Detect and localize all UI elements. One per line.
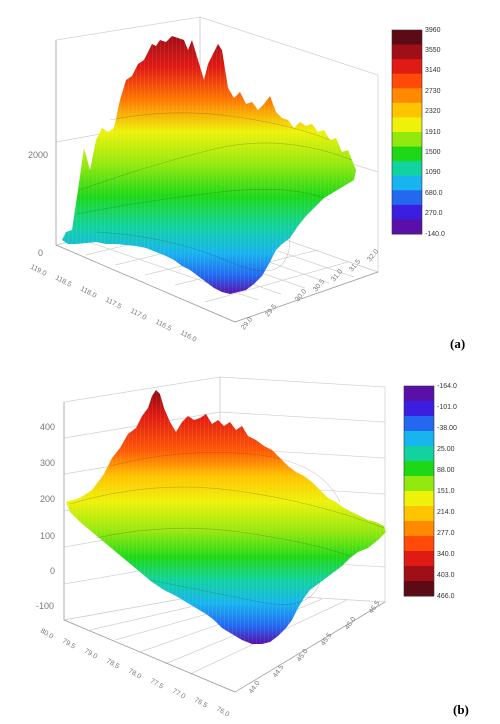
surface-b (66, 390, 386, 644)
colorbar-band (404, 401, 434, 417)
colorbar-gradient-b (404, 386, 434, 597)
colorbar-tick-label: 151.0 (437, 488, 455, 495)
x-tick-label: 79.0 (83, 648, 98, 661)
y-tick-label: 44.0 (248, 680, 262, 695)
colorbar-tick-label: 2730 (425, 88, 441, 95)
colorbar-tick-label: 270.0 (425, 210, 443, 217)
panel-label-b: (b) (453, 702, 469, 717)
x-tick-label: 77.0 (171, 688, 186, 701)
colorbar-band (404, 476, 434, 492)
colorbar-band (392, 190, 422, 206)
x-tick-label: 80.0 (39, 628, 54, 641)
surface-plot-a: 119.0 118.5 118.0 117.5 117.0 116.5 116.… (28, 16, 445, 344)
colorbar-tick-label: -38.00 (437, 425, 457, 432)
colorbar-tick-label: 3550 (425, 47, 441, 54)
colorbar-band (392, 161, 422, 177)
z-tick-labels-b: -100 0 100 200 300 400 (36, 422, 55, 611)
colorbar-tick-label: 3140 (425, 67, 441, 74)
x-tick-label: 78.0 (127, 668, 142, 681)
colorbar-band (392, 102, 422, 118)
x-tick-label: 116.5 (154, 319, 172, 333)
colorbar-tick-label: -164.0 (437, 383, 457, 390)
chart-panel-a: 119.0 118.5 118.0 117.5 117.0 116.5 116.… (28, 16, 466, 351)
x-tick-label: 76.5 (193, 697, 208, 710)
colorbar-band (392, 117, 422, 133)
colorbar-band (392, 30, 422, 46)
y-tick-label: 46.0 (344, 616, 358, 631)
colorbar-tick-label: 3960 (425, 27, 441, 34)
colorbar-band (404, 551, 434, 567)
colorbar-b: -164.0 -101.0 -38.00 25.00 88.00 151.0 2… (403, 383, 457, 600)
colorbar-band (392, 204, 422, 220)
z-tick-label: 0 (38, 248, 43, 258)
colorbar-band (404, 521, 434, 537)
colorbar-band (392, 88, 422, 104)
colorbar-tick-label: -140.0 (425, 231, 445, 238)
y-tick-label: 45.0 (296, 648, 310, 663)
colorbar-band (404, 461, 434, 477)
x-tick-label: 116.0 (179, 330, 197, 344)
x-tick-label: 117.0 (129, 308, 147, 322)
z-tick-label: 400 (40, 422, 55, 432)
y-tick-label: 31.0 (330, 268, 344, 283)
z-tick-label: 2000 (28, 150, 48, 160)
y-tick-label: 30.0 (294, 288, 308, 303)
colorbar-band (392, 59, 422, 75)
x-tick-label: 117.5 (104, 297, 122, 311)
z-tick-label: 0 (50, 566, 55, 576)
colorbar-band (392, 146, 422, 162)
colorbar-band (392, 44, 422, 60)
colorbar-tick-label: 88.00 (437, 467, 455, 474)
surface-a (62, 36, 356, 294)
x-tick-label: 118.0 (79, 286, 97, 300)
colorbar-tick-label: 25.00 (437, 446, 455, 453)
colorbar-tick-label: 1910 (425, 129, 441, 136)
x-tick-label: 118.5 (54, 275, 72, 289)
colorbar-tick-label: 340.0 (437, 551, 455, 558)
z-tick-label: 100 (40, 531, 55, 541)
colorbar-band (392, 175, 422, 191)
colorbar-a: 3960 3550 3140 2730 2320 1910 1500 1090 … (391, 27, 445, 238)
y-tick-label: 29.5 (264, 303, 278, 318)
x-tick-label: 79.5 (61, 638, 76, 651)
x-tick-label: 77.5 (149, 678, 164, 691)
x-tick-labels-b: 80.0 79.5 79.0 78.5 78.0 77.5 77.0 76.5 … (39, 628, 230, 719)
colorbar-tick-label: -101.0 (437, 404, 457, 411)
colorbar-tick-label: 403.0 (437, 572, 455, 579)
colorbar-tick-label: 1090 (425, 169, 441, 176)
colorbar-tick-label: 214.0 (437, 509, 455, 516)
x-tick-label: 78.5 (105, 658, 120, 671)
x-tick-label: 76.0 (215, 706, 230, 719)
x-tick-labels-a: 119.0 118.5 118.0 117.5 117.0 116.5 116.… (29, 264, 197, 344)
z-tick-label: 200 (40, 494, 55, 504)
colorbar-band (404, 386, 434, 402)
colorbar-band (392, 219, 422, 235)
colorbar-band (404, 566, 434, 582)
x-tick-label: 119.0 (29, 264, 47, 278)
y-tick-label: 29.0 (240, 316, 254, 331)
y-tick-label: 44.5 (272, 664, 286, 679)
colorbar-tick-label: 2320 (425, 108, 441, 115)
colorbar-tick-label: 680.0 (425, 190, 443, 197)
surface-plot-b: 80.0 79.5 79.0 78.5 78.0 77.5 77.0 76.5 … (36, 376, 457, 719)
colorbar-band (404, 581, 434, 597)
z-tick-label: 300 (40, 458, 55, 468)
colorbar-band (404, 536, 434, 552)
panel-label-a: (a) (450, 336, 466, 351)
chart-panel-b: 80.0 79.5 79.0 78.5 78.0 77.5 77.0 76.5 … (0, 362, 500, 724)
colorbar-band (404, 431, 434, 447)
z-tick-label: -100 (36, 601, 54, 611)
colorbar-band (404, 446, 434, 462)
colorbar-band (392, 73, 422, 89)
colorbar-band (404, 416, 434, 432)
z-tick-labels-a: 0 2000 (28, 150, 48, 258)
colorbar-tick-label: 466.0 (437, 593, 455, 600)
colorbar-band (392, 132, 422, 148)
colorbar-tick-label: 1500 (425, 149, 441, 156)
y-tick-label: 46.5 (368, 600, 382, 615)
colorbar-tick-label: 277.0 (437, 530, 455, 537)
colorbar-band (404, 506, 434, 522)
colorbar-gradient-a (392, 30, 422, 235)
colorbar-band (404, 491, 434, 507)
